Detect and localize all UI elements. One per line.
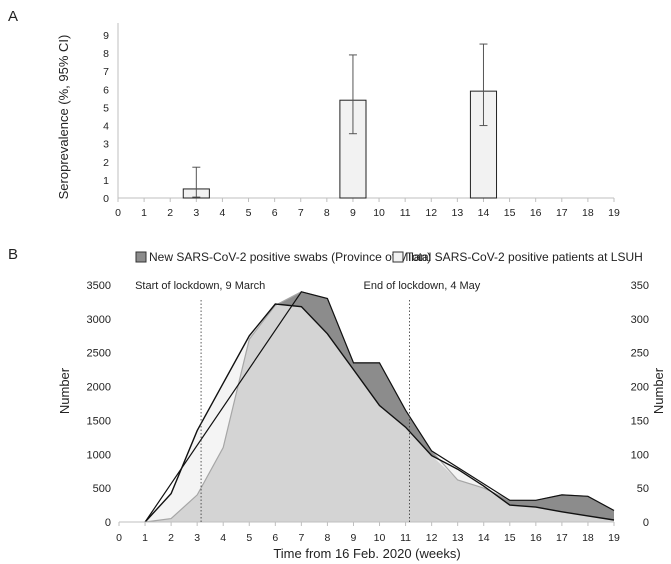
panel-b-x-tick-label: 4 — [220, 532, 226, 544]
panel-b-x-tick-label: 15 — [504, 532, 516, 544]
legend-swatch-patients — [392, 251, 404, 263]
panel-b-y-left-tick-label: 1500 — [87, 415, 111, 427]
panel-b-x-tick-label: 18 — [582, 532, 594, 544]
panel-b-plot: 0 1 2 3 4 5 6 7 8 9 10 11 12 13 14 15 16 17 18 190500100015… — [87, 280, 649, 544]
panel-b-y-right-tick-label: 100 — [631, 449, 649, 461]
panel-b-x-axis-label: Time from 16 Feb. 2020 (weeks) — [273, 546, 460, 561]
panel-b-x-tick-label: 10 — [374, 532, 386, 544]
panel-b-x-tick-label: 16 — [530, 532, 542, 544]
panel-a-x-tick-label: 6 — [272, 207, 278, 219]
panel-b-x-tick-label: 6 — [272, 532, 278, 544]
panel-a-x-tick-label: 13 — [452, 207, 464, 219]
series-overlap-area — [145, 305, 614, 522]
panel-a-x-tick-label: 8 — [324, 207, 330, 219]
panel-b-x-tick-label: 12 — [426, 532, 438, 544]
panel-b-y-right-tick-label: 200 — [631, 382, 649, 394]
panel-a-y-tick-label: 0 — [103, 193, 109, 205]
panel-b-y-right-tick-label: 0 — [643, 517, 649, 529]
panel-a-x-tick-label: 14 — [478, 207, 490, 219]
panel-b-x-tick-label: 0 — [116, 532, 122, 544]
legend-label-swabs: New SARS-CoV-2 positive swabs (Province … — [149, 250, 431, 264]
panel-b-x-tick-label: 8 — [324, 532, 330, 544]
panel-b-y-left-tick-label: 2000 — [87, 382, 111, 394]
panel-b-x-tick-label: 11 — [400, 532, 411, 544]
panel-b-x-tick-label: 1 — [142, 532, 148, 544]
panel-a-x-tick-label: 16 — [530, 207, 542, 219]
lockdown-annotation: Start of lockdown, 9 March — [135, 280, 265, 292]
panel-b-y-left-tick-label: 0 — [105, 517, 111, 529]
panel-a-y-tick-label: 6 — [103, 84, 109, 96]
panel-a-x-tick-label: 7 — [298, 207, 304, 219]
panel-b-y-axis-label-right: Number — [651, 367, 666, 414]
legend: New SARS-CoV-2 positive swabs (Province … — [135, 250, 643, 264]
panel-b-x-tick-label: 9 — [351, 532, 357, 544]
panel-a-y-axis-label: Seroprevalence (%, 95% CI) — [56, 35, 71, 200]
panel-b-x-tick-label: 2 — [168, 532, 174, 544]
panel-b-y-right-tick-label: 150 — [631, 415, 649, 427]
legend-swatch-swabs — [135, 251, 147, 263]
panel-b-y-right-tick-label: 250 — [631, 348, 649, 360]
panel-a-x-tick-label: 3 — [193, 207, 199, 219]
panel-b-x-tick-label: 14 — [478, 532, 490, 544]
panel-a-y-tick-label: 1 — [103, 175, 109, 187]
panel-a-x-tick-label: 17 — [556, 207, 568, 219]
lockdown-annotation: End of lockdown, 4 May — [363, 280, 480, 292]
panel-a-x-tick-label: 12 — [425, 207, 437, 219]
panel-a-y-tick-label: 4 — [103, 121, 109, 133]
panel-a-x-tick-label: 9 — [350, 207, 356, 219]
panel-b-y-right-tick-label: 50 — [637, 483, 649, 495]
panel-b-y-left-tick-label: 3500 — [87, 280, 111, 292]
legend-label-patients: Total SARS-CoV-2 positive patients at LS… — [406, 250, 643, 264]
panel-a-x-tick-label: 15 — [504, 207, 516, 219]
panel-b-x-tick-label: 7 — [298, 532, 304, 544]
panel-b-x-tick-label: 13 — [452, 532, 464, 544]
panel-b-y-left-tick-label: 500 — [93, 483, 111, 495]
panel-b-y-right-tick-label: 300 — [631, 314, 649, 326]
panel-a-y-tick-label: 7 — [103, 66, 109, 78]
panel-a-x-tick-label: 2 — [167, 207, 173, 219]
panel-b-y-left-tick-label: 3000 — [87, 314, 111, 326]
panel-a-x-tick-label: 11 — [400, 207, 411, 219]
panel-a-y-tick-label: 2 — [103, 157, 109, 169]
series-swabs-upper-edge — [144, 291, 615, 523]
panel-b-x-tick-label: 5 — [246, 532, 252, 544]
panel-a-label: A — [8, 8, 18, 25]
panel-a-y-tick-label: 5 — [103, 102, 109, 114]
panel-a-x-tick-label: 19 — [608, 207, 620, 219]
panel-a-x-tick-label: 5 — [246, 207, 252, 219]
panel-b-y-left-tick-label: 1000 — [87, 449, 111, 461]
panel-b-y-axis-label-left: Number — [57, 367, 72, 414]
panel-a-y-tick-label: 9 — [103, 30, 109, 42]
series-patients-line — [144, 303, 615, 523]
panel-a-y-tick-label: 8 — [103, 48, 109, 60]
panel-b-x-tick-label: 19 — [608, 532, 620, 544]
panel-a-x-tick-label: 10 — [373, 207, 385, 219]
panel-b-x-tick-label: 17 — [556, 532, 568, 544]
panel-b-x-tick-label: 3 — [194, 532, 200, 544]
panel-b-y-left-tick-label: 2500 — [87, 348, 111, 360]
panel-b-y-right-tick-label: 350 — [631, 280, 649, 292]
panel-a-x-tick-label: 18 — [582, 207, 594, 219]
panel-a-y-tick-label: 3 — [103, 139, 109, 151]
panel-a-x-tick-label: 4 — [219, 207, 225, 219]
panel-b-label: B — [8, 246, 18, 263]
panel-a-x-tick-label: 0 — [115, 207, 121, 219]
panel-a-x-tick-label: 1 — [141, 207, 147, 219]
